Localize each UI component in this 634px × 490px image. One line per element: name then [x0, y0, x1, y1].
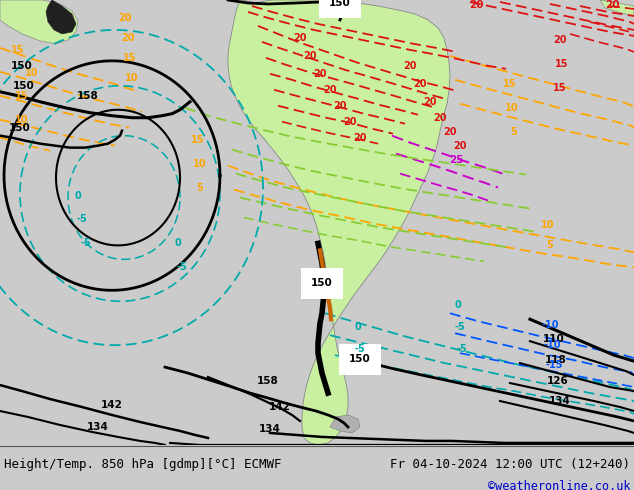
Text: -10: -10 [541, 320, 559, 330]
Text: 10: 10 [505, 103, 519, 113]
Text: -5: -5 [77, 215, 87, 224]
Text: 20: 20 [403, 61, 417, 71]
Text: 110: 110 [543, 334, 565, 344]
Text: -5: -5 [455, 322, 465, 332]
Text: 150: 150 [311, 278, 333, 288]
Text: -5: -5 [456, 344, 467, 354]
Text: 10: 10 [541, 220, 555, 230]
Text: 20: 20 [433, 113, 447, 122]
Text: 0: 0 [354, 322, 361, 332]
Text: 15: 15 [123, 53, 137, 63]
Text: 20: 20 [413, 79, 427, 89]
Text: 10: 10 [15, 115, 29, 125]
Text: 10: 10 [126, 73, 139, 83]
Text: -10: -10 [543, 340, 560, 350]
Text: 0: 0 [75, 191, 81, 200]
Text: 134: 134 [549, 396, 571, 406]
Text: 0: 0 [455, 300, 462, 310]
Polygon shape [46, 0, 76, 34]
Text: Height/Temp. 850 hPa [gdmp][°C] ECMWF: Height/Temp. 850 hPa [gdmp][°C] ECMWF [4, 458, 281, 471]
Text: 10: 10 [25, 68, 39, 78]
Text: 15: 15 [555, 59, 569, 69]
Text: 20: 20 [313, 69, 327, 79]
Text: 20: 20 [605, 0, 619, 10]
Text: ©weatheronline.co.uk: ©weatheronline.co.uk [488, 480, 630, 490]
Polygon shape [228, 0, 450, 445]
Text: 126: 126 [547, 376, 569, 386]
Polygon shape [600, 0, 634, 16]
Text: 20: 20 [453, 141, 467, 150]
Text: Fr 04-10-2024 12:00 UTC (12+240): Fr 04-10-2024 12:00 UTC (12+240) [390, 458, 630, 471]
Text: 20: 20 [303, 51, 317, 61]
Text: 20: 20 [323, 85, 337, 95]
Text: 150: 150 [9, 122, 31, 133]
Text: 10: 10 [193, 159, 207, 169]
Text: 15: 15 [553, 83, 567, 93]
Text: 15: 15 [15, 91, 29, 101]
Text: -5: -5 [177, 262, 188, 272]
Text: 5: 5 [197, 183, 204, 193]
Text: 20: 20 [353, 133, 366, 143]
Text: 158: 158 [257, 376, 279, 386]
Text: -5: -5 [354, 344, 365, 354]
Text: 20: 20 [443, 127, 456, 137]
Text: 0: 0 [174, 239, 181, 248]
Text: 15: 15 [191, 135, 205, 145]
Text: 150: 150 [349, 354, 371, 364]
Text: 20: 20 [119, 13, 132, 23]
Text: 142: 142 [269, 402, 291, 412]
Text: 15: 15 [11, 45, 25, 55]
Text: 150: 150 [11, 61, 33, 71]
Text: 25: 25 [449, 155, 463, 165]
Text: 20: 20 [121, 33, 135, 43]
Text: 5: 5 [510, 127, 517, 137]
Text: -5: -5 [81, 239, 91, 248]
Text: 158: 158 [77, 91, 99, 101]
Polygon shape [0, 0, 78, 44]
Text: 20: 20 [553, 35, 567, 45]
Text: 15: 15 [503, 79, 517, 89]
Text: 20: 20 [469, 0, 483, 10]
Text: 20: 20 [294, 33, 307, 43]
Text: 20: 20 [424, 97, 437, 107]
Text: -15: -15 [545, 360, 563, 370]
Text: 20: 20 [343, 117, 357, 127]
Text: 150: 150 [13, 81, 35, 91]
Text: 134: 134 [87, 422, 109, 432]
Text: 142: 142 [101, 400, 123, 410]
Text: 150: 150 [329, 0, 351, 8]
Polygon shape [330, 415, 360, 433]
Text: 134: 134 [259, 424, 281, 434]
Text: 20: 20 [333, 101, 347, 111]
Text: 118: 118 [545, 355, 567, 365]
Text: 5: 5 [547, 241, 553, 250]
